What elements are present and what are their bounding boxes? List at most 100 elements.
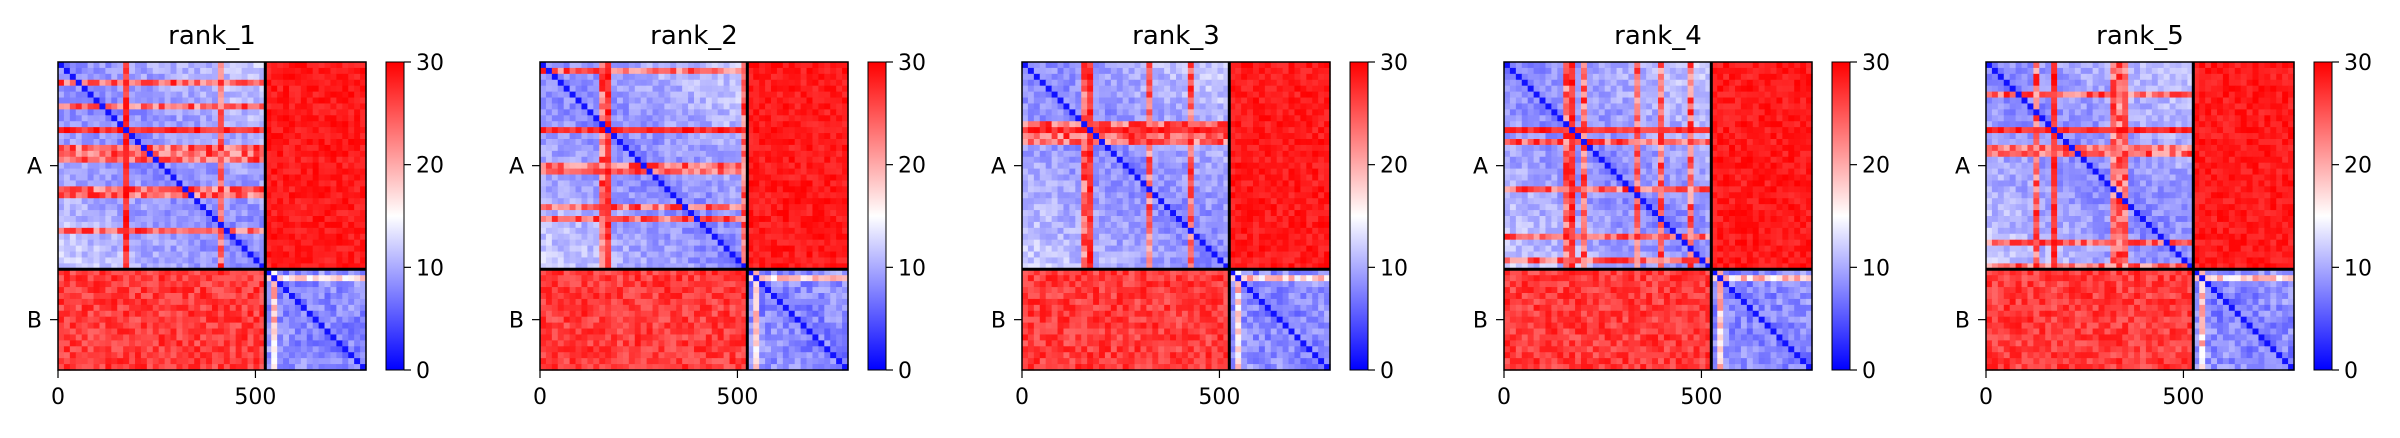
heatmap-cell	[348, 269, 355, 276]
heatmap-cell	[617, 251, 624, 259]
heatmap-cell	[788, 127, 796, 134]
heatmap-cell	[545, 67, 553, 75]
heatmap-cell	[58, 168, 65, 176]
heatmap-cell	[117, 162, 124, 170]
heatmap-cell	[294, 85, 302, 93]
heatmap-cell	[200, 239, 207, 247]
heatmap-cell	[640, 298, 648, 306]
heatmap-cell	[342, 281, 349, 288]
heatmap-cell	[575, 245, 583, 253]
heatmap-cell	[265, 73, 272, 81]
heatmap-cell	[253, 139, 260, 146]
heatmap-cell	[729, 298, 737, 306]
heatmap-cell	[164, 67, 172, 75]
heatmap-cell	[265, 144, 272, 152]
heatmap-cell	[723, 233, 731, 241]
heatmap-cell	[176, 281, 183, 288]
heatmap-cell	[277, 346, 284, 353]
heatmap-cell	[360, 346, 367, 353]
heatmap-cell	[158, 150, 166, 158]
heatmap-cell	[723, 85, 731, 93]
heatmap-cell	[676, 216, 683, 223]
heatmap-cell	[277, 85, 284, 93]
heatmap-cell	[723, 316, 731, 324]
heatmap-cell	[723, 287, 731, 294]
heatmap-cell	[289, 233, 296, 241]
heatmap-cell	[200, 227, 207, 235]
heatmap-cell	[605, 139, 612, 146]
heatmap-cell	[93, 168, 101, 176]
heatmap-cell	[259, 210, 266, 217]
heatmap-cell	[194, 352, 201, 359]
heatmap-cell	[765, 192, 772, 199]
heatmap-cell	[360, 322, 367, 330]
heatmap-cell	[235, 162, 243, 170]
heatmap-cell	[753, 91, 760, 99]
heatmap-cell	[105, 109, 112, 116]
heatmap-cell	[330, 103, 337, 110]
heatmap-cell	[563, 192, 571, 199]
heatmap-cell	[63, 139, 71, 146]
heatmap-cell	[81, 174, 89, 182]
heatmap-cell	[135, 322, 142, 330]
heatmap-cell	[599, 133, 606, 140]
heatmap-cell	[717, 227, 725, 235]
heatmap-cell	[753, 251, 760, 259]
heatmap-cell	[682, 133, 689, 140]
heatmap-cell	[111, 115, 118, 122]
heatmap-cell	[188, 358, 195, 365]
heatmap-cell	[99, 245, 106, 253]
heatmap-cell	[277, 364, 284, 371]
heatmap-cell	[259, 133, 266, 140]
heatmap-cell	[75, 334, 83, 341]
heatmap-cell	[158, 328, 166, 336]
heatmap-cell	[182, 269, 189, 276]
heatmap-cell	[634, 115, 642, 122]
heatmap-cell	[545, 180, 553, 187]
heatmap-cell	[63, 322, 71, 330]
heatmap-cell	[123, 257, 130, 264]
heatmap-cell	[658, 227, 665, 235]
heatmap-cell	[117, 127, 124, 134]
heatmap-cell	[735, 144, 742, 152]
heatmap-cell	[759, 210, 766, 217]
heatmap-cell	[241, 121, 249, 128]
heatmap-cell	[587, 233, 594, 241]
heatmap-cell	[581, 281, 588, 288]
heatmap-cell	[676, 186, 683, 193]
y-tick-label: B	[27, 309, 42, 334]
heatmap-cell	[235, 139, 243, 146]
heatmap-cell	[164, 245, 172, 253]
heatmap-cell	[670, 79, 677, 87]
heatmap-cell	[676, 257, 683, 264]
heatmap-cell	[694, 73, 701, 81]
heatmap-cell	[717, 257, 725, 264]
heatmap-cell	[694, 67, 701, 75]
heatmap-cell	[223, 186, 231, 193]
heatmap-cell	[776, 269, 784, 276]
heatmap-cell	[289, 198, 296, 205]
heatmap-cell	[217, 287, 225, 294]
heatmap-cell	[545, 73, 553, 81]
heatmap-cell	[670, 204, 677, 211]
heatmap-cell	[587, 109, 594, 116]
heatmap-cell	[200, 322, 207, 330]
heatmap-cell	[664, 133, 671, 140]
heatmap-cell	[705, 287, 713, 294]
heatmap-cell	[194, 316, 201, 324]
heatmap-cell	[277, 221, 284, 229]
heatmap-cell	[759, 281, 766, 288]
heatmap-cell	[705, 304, 713, 312]
heatmap-cell	[259, 257, 266, 264]
heatmap-cell	[206, 257, 213, 264]
heatmap-cell	[283, 204, 290, 211]
heatmap-cell	[575, 239, 583, 247]
heatmap-cell	[289, 334, 296, 341]
heatmap-cell	[229, 115, 237, 122]
heatmap-cell	[771, 281, 778, 288]
heatmap-cell	[806, 210, 814, 217]
heatmap-cell	[146, 310, 154, 318]
heatmap-cell	[575, 257, 583, 264]
heatmap-cell	[688, 310, 695, 318]
heatmap-cell	[123, 144, 130, 152]
